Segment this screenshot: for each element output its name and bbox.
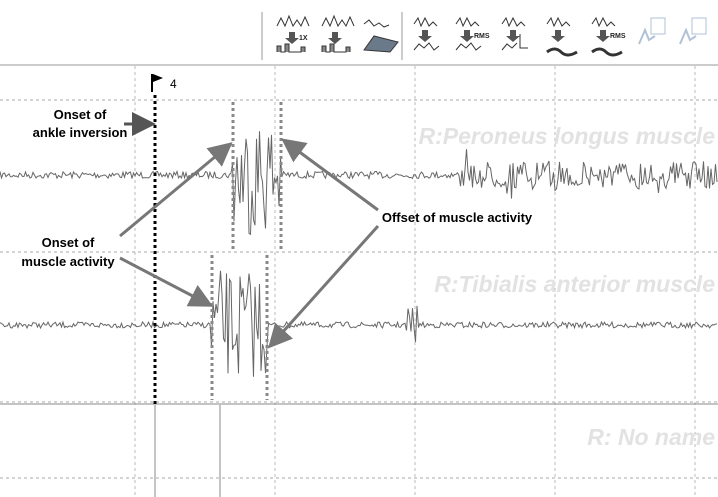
marker-flag: 4 bbox=[152, 74, 177, 92]
toolbar-button-label: RMS bbox=[610, 33, 626, 40]
toolbar-button-label: RMS bbox=[474, 33, 490, 40]
annotation-text: Offset of muscle activity bbox=[382, 210, 533, 225]
toolbar: 1X RMS RMS bbox=[0, 0, 718, 64]
annotation-text: Onset of bbox=[42, 235, 95, 250]
channel-name: R: No name bbox=[587, 424, 715, 450]
channel-name: R:Tibialis anterior muscle bbox=[434, 271, 715, 297]
page: {"toolbar": {"labels": ["1X", "RMS", "RM… bbox=[0, 0, 718, 497]
toolbar-button-label: 1X bbox=[299, 35, 308, 42]
marker-label: 4 bbox=[170, 77, 177, 91]
annotation-text: Onset of bbox=[54, 107, 107, 122]
annotation-text: ankle inversion bbox=[33, 125, 128, 140]
channel-name: R:Peroneus longus muscle bbox=[418, 123, 715, 149]
annotation-text: muscle activity bbox=[21, 254, 115, 269]
emg-view: 1X RMS RMS 4 R:Peroneus longus muscle R:… bbox=[0, 0, 718, 497]
